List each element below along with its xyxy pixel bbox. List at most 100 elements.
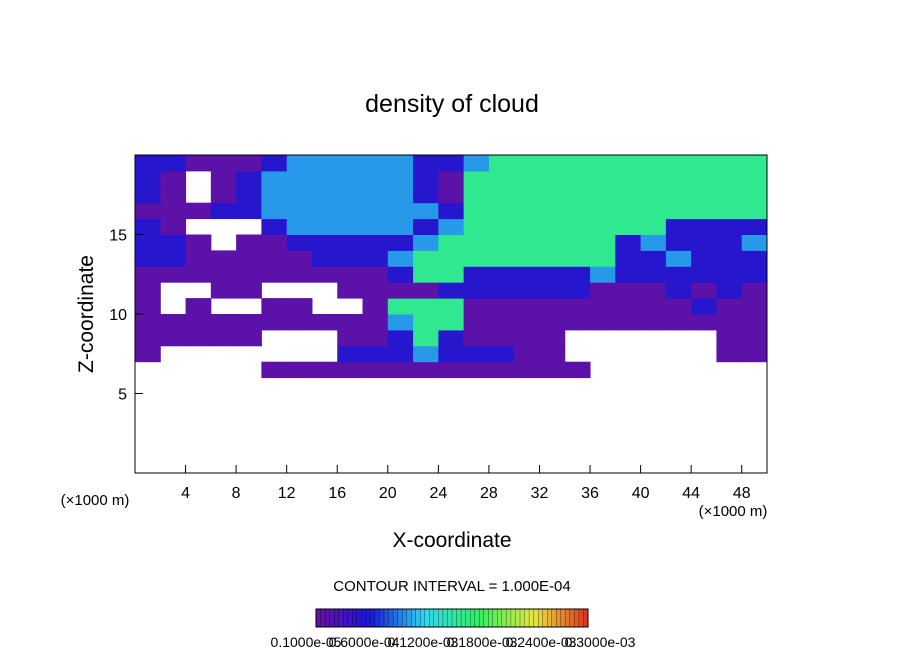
x-tick-label: 16 bbox=[328, 485, 346, 502]
colorbar-swatch bbox=[333, 608, 340, 628]
cell bbox=[362, 234, 389, 251]
cell bbox=[438, 329, 465, 347]
cell bbox=[463, 170, 490, 188]
colorbar-swatch bbox=[429, 608, 435, 628]
cell bbox=[640, 282, 667, 299]
cell bbox=[362, 361, 389, 379]
cell bbox=[741, 186, 768, 204]
cell bbox=[640, 298, 667, 315]
colorbar-swatch bbox=[501, 608, 507, 628]
cell bbox=[160, 186, 187, 204]
cell bbox=[236, 266, 262, 283]
cell bbox=[185, 155, 212, 172]
cell bbox=[488, 298, 515, 315]
cell bbox=[438, 282, 465, 299]
cell bbox=[160, 170, 187, 188]
cell bbox=[362, 329, 389, 347]
cell bbox=[564, 314, 591, 331]
cell bbox=[236, 314, 262, 331]
cell bbox=[539, 186, 566, 204]
cell bbox=[413, 282, 439, 299]
colorbar-swatch bbox=[379, 608, 385, 628]
colorbar-swatch bbox=[411, 608, 417, 628]
colorbar-swatch bbox=[551, 608, 557, 628]
cell bbox=[590, 186, 616, 204]
cell bbox=[387, 282, 414, 299]
cell bbox=[286, 170, 313, 188]
colorbar-swatch bbox=[565, 608, 571, 628]
cell bbox=[387, 266, 414, 283]
cell bbox=[135, 345, 161, 363]
colorbar-swatch bbox=[397, 608, 403, 628]
colorbar-swatch bbox=[438, 608, 444, 628]
cell bbox=[665, 298, 692, 315]
cell bbox=[160, 329, 187, 347]
cell bbox=[387, 314, 414, 331]
cell bbox=[539, 282, 566, 299]
colorbar-swatch bbox=[315, 608, 321, 628]
cell bbox=[463, 186, 490, 204]
colorbar-swatch bbox=[519, 608, 525, 628]
cell bbox=[640, 186, 667, 204]
cell bbox=[488, 155, 515, 172]
colorbar-swatch bbox=[329, 608, 335, 628]
cell bbox=[210, 170, 237, 188]
cell bbox=[741, 155, 768, 172]
colorbar-swatch bbox=[569, 608, 575, 628]
cell bbox=[261, 266, 288, 283]
cell bbox=[463, 298, 490, 315]
cell bbox=[185, 234, 212, 251]
cell bbox=[539, 170, 566, 188]
cell bbox=[488, 329, 515, 347]
colorbar-swatch bbox=[401, 608, 408, 628]
cell bbox=[387, 298, 414, 315]
cell bbox=[362, 298, 389, 315]
cell bbox=[539, 266, 566, 283]
cell bbox=[337, 202, 364, 220]
cell bbox=[539, 314, 566, 331]
cell bbox=[337, 282, 364, 299]
cell bbox=[463, 202, 490, 220]
cell bbox=[210, 250, 237, 267]
cell bbox=[438, 298, 465, 315]
colorbar-swatch bbox=[479, 608, 485, 628]
colorbar-swatch bbox=[347, 608, 353, 628]
colorbar-swatch bbox=[343, 608, 349, 628]
cell bbox=[590, 234, 616, 251]
cell bbox=[741, 314, 768, 331]
cell bbox=[286, 266, 313, 283]
x-tick-label: 4 bbox=[181, 485, 190, 502]
cell bbox=[463, 234, 490, 251]
cell bbox=[514, 298, 540, 315]
cell bbox=[564, 170, 591, 188]
cell bbox=[691, 314, 717, 331]
cell bbox=[488, 250, 515, 267]
cell bbox=[463, 155, 490, 172]
colorbar-swatch bbox=[406, 608, 412, 628]
cell bbox=[716, 329, 743, 347]
cell bbox=[640, 155, 667, 172]
cell bbox=[160, 266, 187, 283]
cell bbox=[716, 234, 743, 251]
cell bbox=[640, 266, 667, 283]
cell bbox=[413, 234, 439, 251]
x-tick-label: 48 bbox=[733, 485, 751, 502]
colorbar-swatch bbox=[524, 608, 530, 628]
x-unit-right: (×1000 m) bbox=[699, 503, 768, 520]
cell bbox=[590, 250, 616, 267]
colorbar-swatch bbox=[542, 608, 548, 628]
cell bbox=[185, 329, 212, 347]
cell bbox=[236, 250, 262, 267]
cell bbox=[337, 218, 364, 235]
cell bbox=[413, 218, 439, 235]
cell bbox=[185, 314, 212, 331]
cell bbox=[286, 186, 313, 204]
cell bbox=[564, 234, 591, 251]
cell bbox=[564, 361, 591, 379]
cell bbox=[590, 314, 616, 331]
cell bbox=[615, 186, 642, 204]
cell bbox=[665, 218, 692, 235]
cell bbox=[337, 234, 364, 251]
cell bbox=[514, 234, 540, 251]
cell bbox=[665, 202, 692, 220]
